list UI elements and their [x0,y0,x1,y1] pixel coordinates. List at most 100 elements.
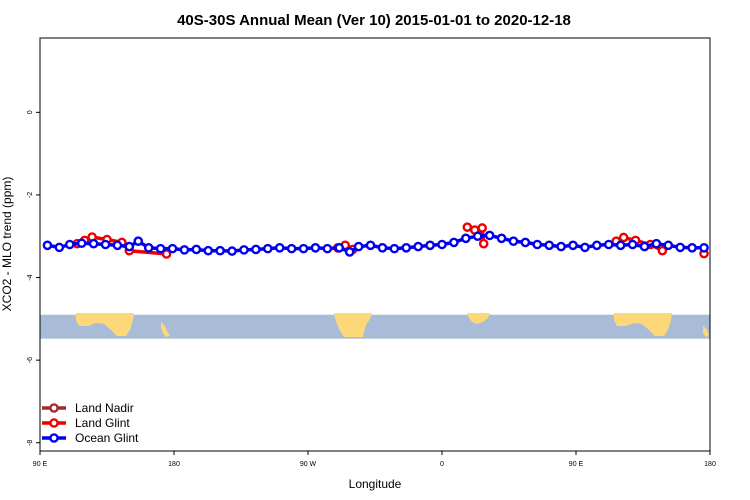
x-axis-label: Longitude [349,477,402,491]
legend-swatch-marker [49,433,59,443]
y-tick-label: -2 [27,192,34,198]
y-axis: 0 -2 -4 -6 -8 [27,110,40,446]
data-point [203,245,214,256]
data-point [262,243,273,254]
data-point [88,238,99,249]
data-point [603,239,614,250]
y-tick-label: -4 [27,274,34,280]
data-point [389,243,400,254]
map-land-africa [467,313,490,324]
data-point [484,230,495,241]
data-point [437,239,447,250]
data-point [334,243,345,253]
legend-label: Land Glint [75,416,130,430]
data-point [592,240,602,251]
data-point [520,237,531,248]
map-land-new-zealand [161,322,170,337]
world-map-strip [40,313,710,339]
data-point [401,243,412,253]
legend-item: Land Nadir [42,401,134,415]
map-ocean [40,314,710,339]
data-point [663,240,674,251]
data-point [353,241,364,252]
data-point [274,243,285,253]
data-point [639,241,650,252]
data-point [167,243,178,254]
data-point [124,241,135,252]
data-point [76,238,87,249]
data-point [615,240,626,251]
data-point [155,243,166,254]
legend-label: Land Nadir [75,401,134,415]
x-tick-label: 90 E [569,461,584,468]
x-tick-label: 90 E [33,461,48,468]
y-tick-label: 0 [27,110,34,114]
map-land-south-america [334,313,372,337]
data-point [161,249,172,259]
data-point [556,241,566,252]
map-land-new-zealand-repeat [703,325,709,337]
x-axis: 90 E 180 90 W 0 90 E 180 [33,451,716,468]
data-point [310,243,321,253]
data-point [461,233,471,244]
series-ocean-glint [42,230,709,257]
data-point [496,233,507,244]
map-land-australia [76,313,134,336]
legend-item: Land Glint [42,416,130,430]
y-axis-label: XCO2 - MLO trend (ppm) [0,177,14,312]
chart-title: 40S-30S Annual Mean (Ver 10) 2015-01-01 … [177,12,571,29]
data-point [251,244,261,255]
legend-swatch-marker [49,403,59,413]
data-point [133,236,144,246]
data-point [618,232,629,243]
data-point [344,247,355,257]
data-point [508,236,519,246]
data-point [544,240,555,251]
data-point [286,243,297,254]
data-point [472,231,483,242]
series-land-glint [72,222,709,259]
x-tick-label: 0 [440,461,444,468]
data-point [215,245,225,256]
data-point [365,240,376,251]
data-point [477,223,488,233]
legend-item: Ocean Glint [42,431,139,445]
data-point [413,241,423,252]
data-point [687,243,697,253]
x-tick-label: 180 [704,461,716,468]
data-point [298,243,309,254]
y-tick-label: -8 [27,440,34,446]
x-tick-label: 180 [168,461,180,468]
data-point [449,237,459,248]
data-point [699,243,709,253]
data-point [179,245,190,255]
plot-frame [39,37,711,452]
data-point [191,244,202,255]
data-point [568,240,578,251]
series-layer [42,222,709,259]
x-tick-label: 90 W [300,461,317,468]
data-point [425,240,435,251]
data-point [54,242,65,253]
data-point [64,239,75,250]
data-point [651,238,662,249]
data-point [100,239,111,250]
legend-swatch-marker [49,418,59,428]
data-point [143,243,154,253]
data-point [675,242,686,253]
data-point [627,239,638,250]
data-point [112,240,123,251]
map-land-australia-repeat [614,313,672,336]
data-point [580,242,590,253]
data-point [239,245,249,255]
data-point [532,239,543,250]
data-point [42,240,53,251]
data-point [377,243,388,253]
data-point [478,238,489,249]
data-point [322,243,333,254]
data-point [462,222,473,232]
data-point [657,245,668,256]
y-tick-label: -6 [27,357,34,363]
